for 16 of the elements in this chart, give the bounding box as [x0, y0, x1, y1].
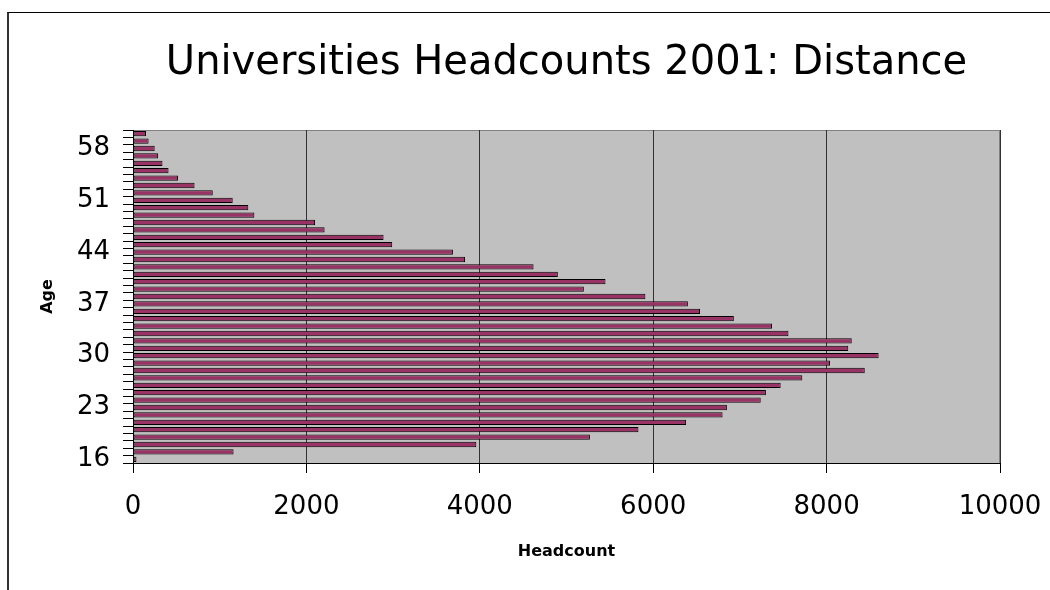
y-tick-label: 16	[76, 442, 110, 473]
x-axis-title: Headcount	[517, 540, 616, 560]
x-tick-label: 8000	[793, 490, 860, 521]
y-tick-label: 23	[76, 390, 110, 421]
x-tick-label: 2000	[273, 490, 340, 521]
y-tick-label: 37	[76, 286, 110, 317]
y-tick-label: 44	[76, 234, 110, 265]
x-tick-label: 10000	[958, 490, 1042, 521]
chart-title: Universities Headcounts 2001: Distance	[165, 37, 968, 84]
x-tick-label: 6000	[620, 490, 687, 521]
x-tick-label: 4000	[446, 490, 513, 521]
y-tick-label: 58	[76, 131, 110, 162]
y-tick-label: 51	[76, 183, 110, 214]
x-tick-label: 0	[124, 490, 142, 521]
y-axis-title: Age	[36, 279, 56, 314]
y-tick-label: 30	[76, 338, 110, 369]
